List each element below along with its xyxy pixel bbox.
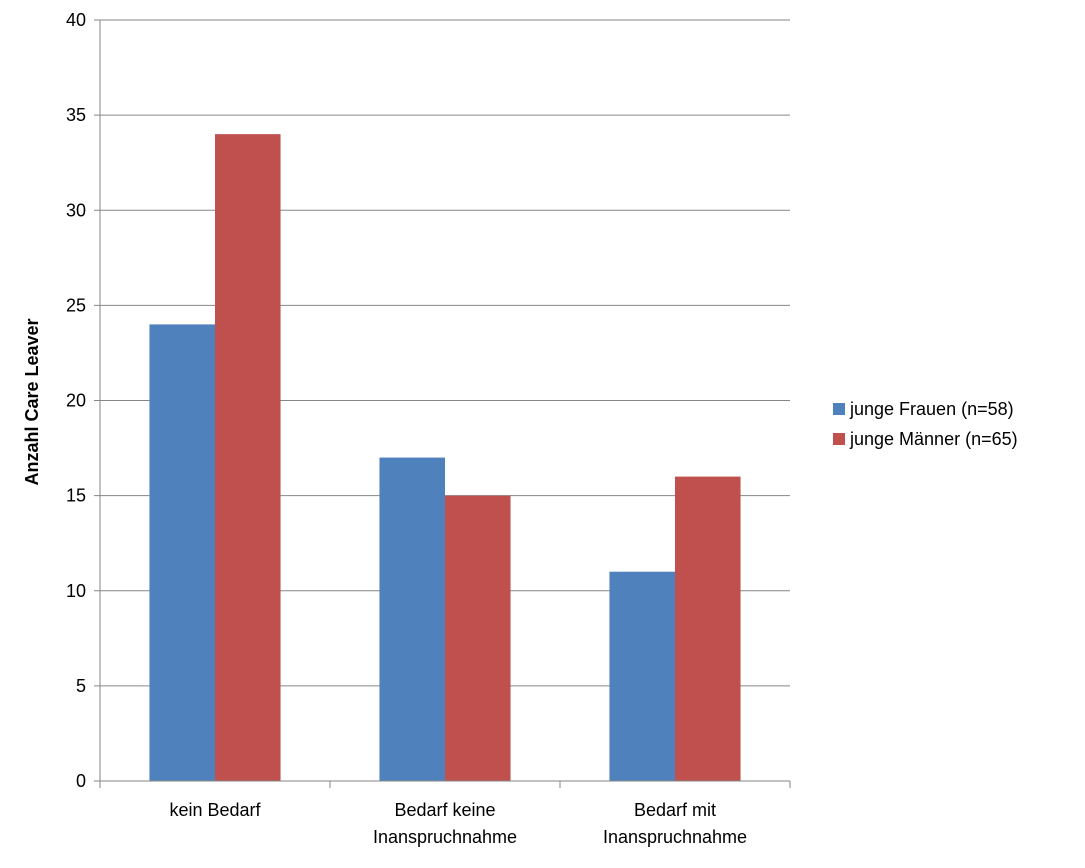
y-axis-label: Anzahl Care Leaver: [22, 318, 42, 485]
y-tick-label: 40: [66, 10, 86, 30]
y-tick-label: 5: [76, 676, 86, 696]
y-tick-label: 15: [66, 486, 86, 506]
axis-labels: 0 5 10 15 20 25 30 35 40 kein Bedarf Bedarf keine I…: [66, 10, 747, 847]
y-tick-label: 30: [66, 200, 86, 220]
bars: [149, 134, 741, 781]
bar-series-1-category-2: [379, 457, 445, 781]
y-tick-label: 35: [66, 105, 86, 125]
x-category-label: Inanspruchnahme: [603, 827, 747, 847]
axes: [94, 19, 791, 788]
y-tick-label: 10: [66, 581, 86, 601]
y-tick-label: 25: [66, 295, 86, 315]
legend-swatch: [833, 403, 845, 415]
bar-series-2-category-2: [445, 495, 511, 781]
bar-series-2-category-1: [215, 134, 281, 781]
bar-series-2-category-3: [675, 476, 741, 781]
x-category-label: kein Bedarf: [169, 800, 261, 820]
y-tick-label: 20: [66, 391, 86, 411]
bar-series-1-category-1: [149, 324, 215, 781]
legend-label: junge Frauen (n=58): [849, 399, 1014, 419]
legend-swatch: [833, 433, 845, 445]
bar-series-1-category-3: [609, 571, 675, 781]
x-category-label: Bedarf mit: [634, 800, 716, 820]
y-tick-label: 0: [76, 771, 86, 791]
legend: junge Frauen (n=58) junge Männer (n=65): [833, 399, 1018, 449]
legend-label: junge Männer (n=65): [849, 429, 1018, 449]
x-category-label: Inanspruchnahme: [373, 827, 517, 847]
x-category-label: Bedarf keine: [394, 800, 495, 820]
